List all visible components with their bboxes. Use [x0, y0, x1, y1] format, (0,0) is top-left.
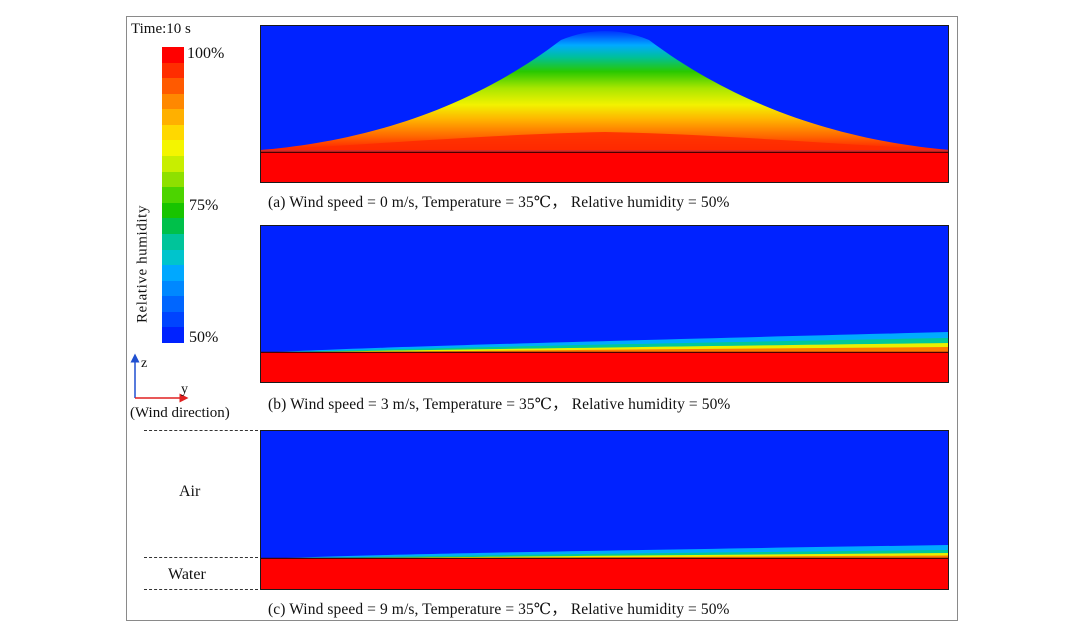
color-scale-step [162, 171, 184, 188]
legend-tick-75: 75% [189, 197, 219, 214]
color-scale-step [162, 93, 184, 110]
water-layer [261, 153, 948, 182]
legend-tick-50: 50% [189, 329, 219, 346]
legend-tick-100: 100% [187, 45, 225, 62]
air-water-interface-dashed-line [144, 557, 258, 558]
air-top-dashed-line [144, 430, 258, 431]
color-scale-step [162, 140, 184, 157]
axis-indicator [130, 353, 189, 403]
water-layer [261, 353, 948, 382]
color-scale-step [162, 311, 184, 328]
color-scale-step [162, 202, 184, 219]
panel-a-caption: (a) Wind speed = 0 m/s, Temperature = 35… [268, 194, 730, 211]
time-label: Time:10 s [131, 21, 191, 37]
color-scale-step [162, 327, 184, 343]
humidity-plume [261, 31, 948, 150]
color-scale-step [162, 218, 184, 234]
panel-a-contour [260, 25, 949, 183]
color-scale-step [162, 187, 184, 203]
color-scale-step [162, 265, 184, 281]
water-bottom-dashed-line [144, 589, 258, 590]
y-axis-label: y [181, 382, 188, 397]
air-region-label: Air [179, 483, 201, 500]
color-scale-step [162, 47, 184, 63]
color-scale-step [162, 280, 184, 297]
color-scale-step [162, 124, 184, 141]
color-scale-step [162, 233, 184, 250]
color-scale-step [162, 78, 184, 94]
color-scale-bar [162, 47, 184, 343]
panel-c-contour [260, 430, 949, 590]
panel-c-caption: (c) Wind speed = 9 m/s, Temperature = 35… [268, 601, 730, 618]
color-scale-step [162, 62, 184, 79]
legend-title: Relative humidity [134, 204, 151, 324]
color-scale-step [162, 296, 184, 312]
water-layer [261, 559, 948, 589]
panel-b-caption: (b) Wind speed = 3 m/s, Temperature = 35… [268, 396, 731, 413]
color-scale-step [162, 156, 184, 172]
plume-base-band [261, 132, 948, 153]
panel-b-contour [260, 225, 949, 383]
water-region-label: Water [168, 566, 206, 583]
figure-frame [126, 16, 958, 621]
z-axis-label: z [141, 356, 148, 371]
color-scale-step [162, 249, 184, 266]
wind-direction-label: (Wind direction) [130, 405, 230, 421]
color-scale-step [162, 109, 184, 125]
